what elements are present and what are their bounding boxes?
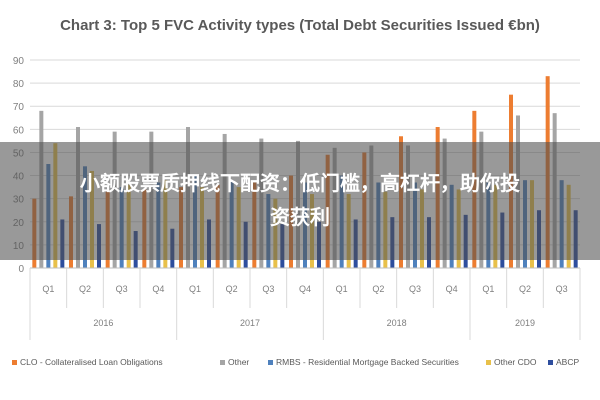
year-label: 2019 (515, 318, 535, 328)
legend-swatch (548, 360, 553, 365)
x-tick-label: Q2 (226, 284, 238, 294)
year-label: 2017 (240, 318, 260, 328)
x-axis: Q1 Q2 Q3 Q4 Q1 Q2 Q3 Q4 Q1 Q2 Q3 Q4 Q1 Q2 Q3 2016 2017 20… (29, 267, 581, 340)
year-label: 2016 (93, 318, 113, 328)
x-tick-label: Q1 (42, 284, 54, 294)
x-tick-label: Q3 (409, 284, 421, 294)
x-tick-label: Q3 (262, 284, 274, 294)
promo-text: 小额股票质押线下配资：低门槛，高杠杆，助你投 资获利 (0, 166, 600, 234)
legend-swatch (12, 360, 17, 365)
x-tick-label: Q2 (519, 284, 531, 294)
legend: CLO - Collateralised Loan Obligations Oth… (12, 357, 579, 367)
legend-label: Other CDO (494, 357, 537, 367)
x-tick-label: Q2 (372, 284, 384, 294)
x-tick-label: Q2 (79, 284, 91, 294)
x-tick-label: Q4 (446, 284, 458, 294)
legend-label: ABCP (556, 357, 579, 367)
promo-line-1: 小额股票质押线下配资：低门槛，高杠杆，助你投 (80, 171, 520, 195)
legend-label: CLO - Collateralised Loan Obligations (20, 357, 163, 367)
legend-swatch (268, 360, 273, 365)
y-tick-label: 0 (18, 264, 24, 275)
chart-title: Chart 3: Top 5 FVC Activity types (Total… (60, 17, 540, 34)
year-label: 2018 (387, 318, 407, 328)
legend-swatch (220, 360, 225, 365)
x-tick-label: Q3 (556, 284, 568, 294)
x-tick-label: Q1 (336, 284, 348, 294)
y-tick-label: 60 (13, 125, 25, 136)
promo-line-2: 资获利 (270, 205, 330, 229)
x-tick-label: Q4 (299, 284, 311, 294)
x-tick-label: Q1 (482, 284, 494, 294)
y-tick-label: 90 (13, 56, 25, 67)
y-tick-label: 80 (13, 79, 25, 90)
x-tick-label: Q4 (152, 284, 164, 294)
legend-swatch (486, 360, 491, 365)
y-tick-label: 70 (13, 102, 25, 113)
promo-overlay (0, 142, 600, 260)
x-tick-label: Q3 (116, 284, 128, 294)
legend-label: Other (228, 357, 249, 367)
x-tick-label: Q1 (189, 284, 201, 294)
legend-label: RMBS - Residential Mortgage Backed Secur… (276, 357, 459, 367)
